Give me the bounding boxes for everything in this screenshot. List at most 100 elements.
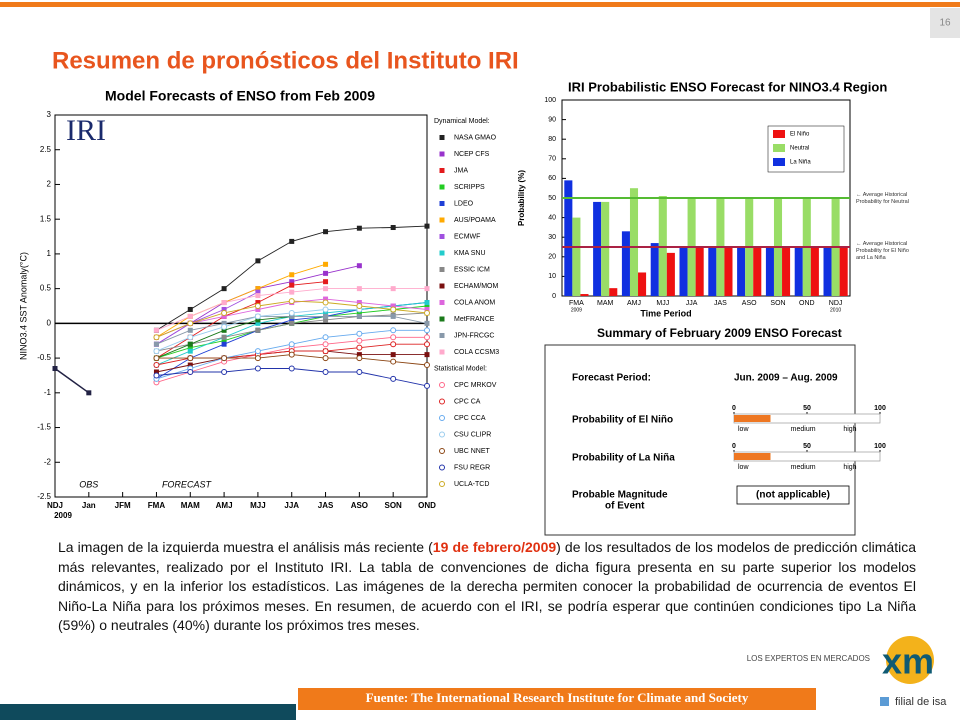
point [289,238,295,244]
scale-label: medium [791,426,816,433]
point [255,327,261,333]
x-tick-label: Jan [82,501,96,510]
y-tick-label: 3 [47,110,52,119]
page-number-box [930,8,960,38]
x-tick-label: OND [799,300,815,307]
point [187,368,194,375]
point [187,320,194,327]
y-tick-label: -2.5 [37,492,51,501]
legend-label: CSU CLIPR [454,431,491,438]
x-tick-label: SON [770,300,785,307]
scale-label: high [843,426,856,433]
probability-bar [734,453,771,460]
point [153,348,160,355]
point [255,289,261,295]
point [356,286,362,292]
scale-tick-label: 50 [803,443,811,450]
legend-swatch [773,158,785,166]
probability-bar [734,415,771,422]
x-tick-label: ASO [351,501,368,510]
summary-label: Probability of El Niño [572,415,673,426]
point [424,352,430,358]
point [288,351,295,358]
bar [629,188,639,296]
legend-swatch [439,398,445,405]
x-tick-label: FMA [569,300,584,307]
obs-label: OBS [79,479,98,489]
x-tick-label: SON [385,501,403,510]
bar [601,201,610,296]
point [289,317,295,323]
point [153,341,159,347]
bar [695,247,704,296]
y-tick-label: -2 [44,457,52,466]
point [323,270,329,276]
legend-swatch [439,431,445,438]
bar [823,247,832,296]
x-tick-label: MJJ [250,501,266,510]
bar [564,180,573,296]
point [254,303,261,309]
point [424,286,430,292]
point [356,330,363,337]
legend-label: CPC MRKOV [454,382,497,389]
point [221,334,227,340]
start-year: 2009 [571,307,582,313]
x-tick-label: OND [418,501,436,510]
point [255,286,261,292]
point [187,334,194,341]
point [221,320,227,326]
x-tick-label: JAS [318,501,334,510]
x-tick-label: JJA [686,300,698,307]
point [221,286,227,292]
point [323,286,329,292]
y-tick-label: 2 [47,180,52,189]
point [322,306,329,313]
legend-swatch [439,168,445,173]
point [187,355,194,362]
legend-label: JMA [454,167,468,174]
y-axis-label: Probability (%) [517,170,526,226]
x-tick-label: AMJ [216,501,233,510]
series-line [156,263,326,338]
scale-label: low [738,464,749,471]
bar [724,247,733,296]
y-tick-label: -1 [44,388,52,397]
bar [650,243,659,296]
bar [810,247,819,296]
bar [609,288,618,296]
legend-swatch [439,300,445,305]
legend-swatch [439,415,445,421]
point [254,348,261,355]
bar [621,231,630,296]
tagline: LOS EXPERTOS EN MERCADOS [747,654,870,663]
legend-label: KMA SNU [454,250,486,257]
point [390,225,396,231]
point [221,368,228,375]
legend-label: CPC CCA [454,415,486,422]
scale-tick-label: 100 [874,405,886,412]
point [187,313,193,319]
point [255,293,261,299]
legend-label: ESSIC ICM [454,266,490,273]
legend-swatch [439,349,445,355]
point [424,327,430,334]
point [187,306,193,312]
point [221,327,227,333]
x-tick-label: NDJ [47,501,63,510]
y-tick-label: 0 [552,293,556,300]
y-tick-label: 90 [548,116,556,123]
y-tick-label: 80 [548,136,556,143]
point [288,309,295,316]
top-rule [0,2,960,7]
point [390,352,396,358]
paragraph-date: 19 de febrero/2009 [432,539,557,555]
point [390,358,397,365]
point [390,306,397,313]
y-tick-label: 20 [548,254,556,261]
chart-title: Model Forecasts of ENSO from Feb 2009 [105,88,375,104]
scale-tick-label: 100 [874,443,886,450]
x-tick-label: MAM [597,300,614,307]
